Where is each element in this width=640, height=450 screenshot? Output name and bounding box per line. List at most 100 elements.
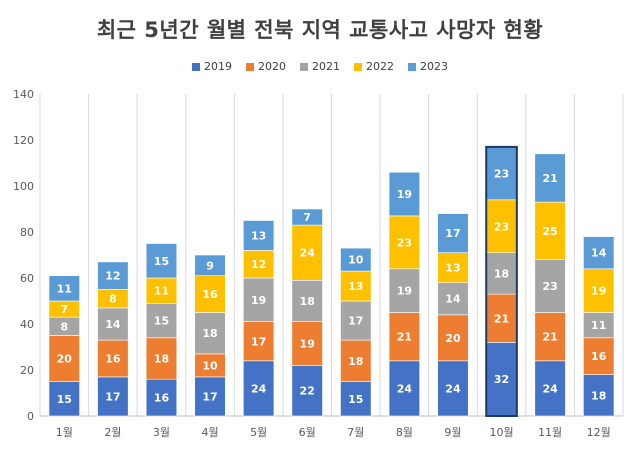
data-label: 23 bbox=[542, 280, 557, 293]
data-label: 18 bbox=[300, 295, 315, 308]
bar-segment-2023-8 bbox=[388, 171, 420, 217]
x-tick-label: 4월 bbox=[201, 426, 218, 439]
x-tick-label: 1월 bbox=[56, 426, 73, 439]
data-label: 16 bbox=[591, 350, 607, 363]
bar-segment-2019-1 bbox=[48, 381, 80, 417]
bar-segment-2022-7 bbox=[340, 270, 372, 302]
x-tick-label: 9월 bbox=[444, 426, 461, 439]
bar-segment-2022-3 bbox=[145, 277, 178, 304]
bar-segment-2023-11 bbox=[534, 153, 566, 203]
data-label: 21 bbox=[542, 331, 557, 344]
data-label: 10 bbox=[348, 254, 364, 267]
data-label: 21 bbox=[397, 331, 412, 344]
y-tick-label: 60 bbox=[20, 272, 34, 285]
data-label: 15 bbox=[154, 255, 169, 268]
bar-segment-2020-1 bbox=[48, 335, 80, 382]
data-label: 13 bbox=[251, 229, 266, 242]
bar-segment-2022-4 bbox=[194, 275, 226, 313]
data-label: 7 bbox=[303, 211, 311, 224]
bar-segment-2022-12 bbox=[583, 268, 615, 313]
data-label: 15 bbox=[348, 393, 363, 406]
bar-segment-2022-11 bbox=[534, 201, 566, 260]
bar-segment-2019-8 bbox=[388, 360, 420, 417]
legend: 2019 2020 2021 2022 2023 bbox=[0, 60, 640, 73]
x-tick-label: 7월 bbox=[347, 426, 364, 439]
y-tick-label: 140 bbox=[13, 88, 34, 101]
x-tick-label: 3월 bbox=[153, 426, 170, 439]
bar-segment-2023-10 bbox=[485, 146, 518, 201]
data-label: 18 bbox=[154, 353, 169, 366]
data-label: 19 bbox=[251, 294, 266, 307]
x-tick-label: 12월 bbox=[587, 426, 611, 439]
bar-segment-2023-7 bbox=[340, 247, 372, 272]
chart-title: 최근 5년간 월별 전북 지역 교통사고 사망자 현황 bbox=[96, 18, 544, 42]
data-label: 25 bbox=[542, 225, 557, 238]
bar-segment-2022-5 bbox=[243, 250, 275, 279]
legend-swatch bbox=[354, 62, 362, 71]
data-label: 11 bbox=[154, 285, 169, 298]
bar-segment-2021-11 bbox=[534, 259, 566, 313]
bar-segment-2023-9 bbox=[437, 213, 469, 254]
data-label: 21 bbox=[542, 172, 557, 185]
x-tick-label: 10월 bbox=[489, 426, 513, 439]
legend-swatch bbox=[246, 62, 254, 71]
data-label: 17 bbox=[202, 390, 217, 403]
bar-segment-2023-2 bbox=[97, 261, 129, 290]
x-tick-label: 5월 bbox=[250, 426, 267, 439]
data-label: 11 bbox=[57, 282, 72, 295]
bar-segment-2023-5 bbox=[243, 220, 275, 251]
data-label: 24 bbox=[445, 382, 461, 395]
bar-segment-2021-4 bbox=[194, 312, 226, 355]
data-label: 21 bbox=[494, 312, 509, 325]
data-label: 24 bbox=[300, 247, 316, 260]
y-tick-label: 100 bbox=[13, 180, 34, 193]
bar-segment-2021-2 bbox=[97, 307, 129, 341]
x-tick-label: 8월 bbox=[396, 426, 413, 439]
bar-segment-2023-6 bbox=[291, 208, 323, 226]
data-label: 20 bbox=[57, 353, 73, 366]
data-label: 32 bbox=[494, 373, 509, 386]
data-label: 18 bbox=[202, 327, 217, 340]
bar-segment-2022-9 bbox=[437, 252, 469, 283]
data-label: 13 bbox=[348, 280, 363, 293]
bar-segment-2020-2 bbox=[97, 339, 129, 378]
bar-segment-2020-6 bbox=[291, 321, 323, 366]
bar-segment-2019-2 bbox=[97, 376, 129, 417]
bar-segment-2019-7 bbox=[340, 381, 372, 417]
bar-segment-2019-9 bbox=[437, 360, 469, 417]
data-label: 23 bbox=[397, 236, 412, 249]
legend-swatch bbox=[192, 62, 200, 71]
bar-segment-2021-3 bbox=[145, 302, 178, 339]
x-tick-label: 11월 bbox=[538, 426, 562, 439]
data-label: 18 bbox=[494, 267, 509, 280]
data-label: 19 bbox=[397, 285, 412, 298]
data-label: 16 bbox=[154, 392, 170, 405]
data-label: 15 bbox=[154, 315, 169, 328]
legend-item-2020: 2020 bbox=[246, 60, 286, 73]
data-label: 8 bbox=[60, 320, 68, 333]
data-label: 18 bbox=[348, 355, 363, 368]
y-tick-label: 40 bbox=[20, 318, 34, 331]
data-label: 12 bbox=[105, 270, 120, 283]
data-label: 24 bbox=[397, 382, 413, 395]
bar-segment-2019-11 bbox=[534, 360, 566, 417]
bar-segment-2021-9 bbox=[437, 282, 469, 316]
bar-segment-2020-12 bbox=[583, 337, 615, 375]
legend-swatch bbox=[408, 62, 416, 71]
data-label: 23 bbox=[494, 167, 509, 180]
bar-segment-2023-4 bbox=[194, 254, 226, 277]
data-label: 12 bbox=[251, 258, 266, 271]
legend-item-2021: 2021 bbox=[300, 60, 340, 73]
bar-segment-2022-6 bbox=[291, 224, 323, 281]
bar-segment-2022-10 bbox=[485, 199, 518, 254]
bar-segment-2020-7 bbox=[340, 339, 372, 382]
legend-label: 2022 bbox=[366, 60, 394, 73]
data-label: 16 bbox=[105, 353, 121, 366]
y-tick-label: 0 bbox=[27, 410, 34, 423]
data-label: 15 bbox=[57, 393, 72, 406]
bar-segment-2020-9 bbox=[437, 314, 469, 362]
bar-segment-2023-3 bbox=[145, 243, 178, 279]
data-label: 23 bbox=[494, 220, 509, 233]
data-label: 19 bbox=[397, 188, 412, 201]
